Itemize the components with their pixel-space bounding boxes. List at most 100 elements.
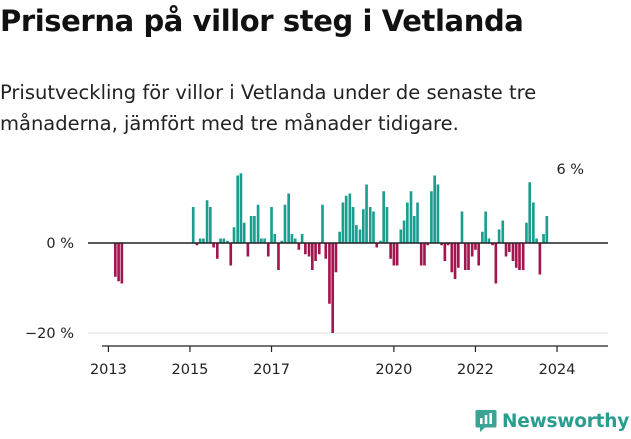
bar — [246, 243, 250, 257]
bar — [402, 220, 406, 243]
bar — [365, 184, 368, 243]
bar — [328, 243, 331, 304]
brand-name: Newsworthy — [502, 410, 630, 432]
bar — [423, 243, 426, 266]
bar — [389, 243, 392, 259]
bar — [253, 216, 256, 243]
bar — [542, 234, 545, 243]
newsworthy-logo: Newsworthy — [475, 407, 629, 435]
bar — [314, 243, 317, 261]
bar — [222, 238, 226, 243]
bar — [117, 243, 120, 282]
bar — [436, 184, 440, 243]
bar — [375, 243, 379, 248]
chart-title: Priserna på villor steg i Vetlanda — [0, 4, 524, 38]
bar — [395, 243, 399, 266]
bar — [300, 234, 304, 243]
bar — [409, 191, 413, 243]
x-tick-label: 2020 — [375, 362, 412, 378]
bar — [195, 243, 199, 246]
x-tick-label: 2022 — [457, 362, 494, 378]
bar — [229, 243, 233, 266]
tick-labels: 0 % −20 % 2013 2015 2017 2020 2022 2024 6 % — [25, 162, 584, 378]
last-value-label: 6 % — [556, 162, 584, 178]
bar — [120, 243, 124, 284]
bar — [538, 243, 542, 275]
bar — [368, 207, 372, 243]
bar — [406, 202, 409, 243]
chart-subtitle: Prisutveckling för villor i Vetlanda und… — [0, 81, 537, 135]
bar — [535, 238, 538, 243]
bar — [430, 191, 433, 243]
bar — [212, 243, 215, 248]
bar — [331, 243, 335, 333]
bar — [287, 193, 290, 243]
bar — [372, 211, 375, 243]
bar — [205, 200, 209, 243]
bar — [283, 204, 287, 243]
bar — [491, 243, 494, 246]
bar — [532, 202, 535, 243]
bar — [507, 243, 511, 252]
bar — [242, 222, 246, 243]
bar — [266, 243, 270, 257]
bar — [382, 191, 386, 243]
bar — [304, 243, 307, 255]
bar — [215, 243, 219, 259]
y-tick-label: −20 % — [25, 326, 74, 342]
bar — [355, 225, 358, 243]
bar — [460, 211, 464, 243]
bar — [263, 238, 266, 243]
bar — [317, 243, 321, 255]
bar — [453, 243, 457, 279]
bar — [525, 222, 528, 243]
bar — [521, 243, 525, 270]
bar — [419, 243, 423, 266]
bar — [232, 227, 236, 243]
bar — [310, 243, 314, 270]
x-tick-label: 2017 — [253, 362, 290, 378]
bar — [236, 175, 239, 243]
bar — [293, 238, 297, 243]
bar — [324, 243, 328, 259]
bar — [219, 238, 222, 243]
bar — [351, 207, 355, 243]
bar — [504, 243, 508, 257]
bar — [191, 207, 195, 243]
bar — [209, 207, 212, 243]
bar — [341, 202, 345, 243]
bar — [433, 175, 436, 243]
bar — [501, 220, 505, 243]
bar — [198, 238, 202, 243]
bar — [344, 195, 348, 243]
bar — [392, 243, 396, 266]
bar — [334, 243, 338, 273]
bar — [114, 243, 117, 277]
axes — [88, 242, 608, 352]
bar — [440, 243, 443, 246]
bar — [399, 229, 403, 243]
bar — [487, 238, 491, 243]
bar — [361, 209, 365, 243]
bar — [514, 243, 518, 268]
x-tick-label: 2015 — [172, 362, 209, 378]
bar-chart: 0 % −20 % 2013 2015 2017 2020 2022 2024 6 % — [25, 162, 608, 378]
bar — [457, 243, 460, 268]
bar — [426, 243, 430, 246]
bar — [416, 202, 419, 243]
bar — [338, 231, 341, 243]
bar — [446, 243, 450, 246]
bar — [463, 243, 467, 270]
bar — [497, 229, 501, 243]
bar — [239, 173, 243, 243]
bar — [494, 243, 498, 284]
bar — [348, 193, 352, 243]
bar — [545, 216, 549, 243]
bar — [511, 243, 515, 261]
bar — [477, 243, 481, 266]
bar — [226, 240, 229, 243]
bar — [202, 238, 205, 243]
bar — [273, 234, 277, 243]
newsworthy-logo-icon — [475, 410, 497, 432]
bar — [518, 243, 521, 270]
